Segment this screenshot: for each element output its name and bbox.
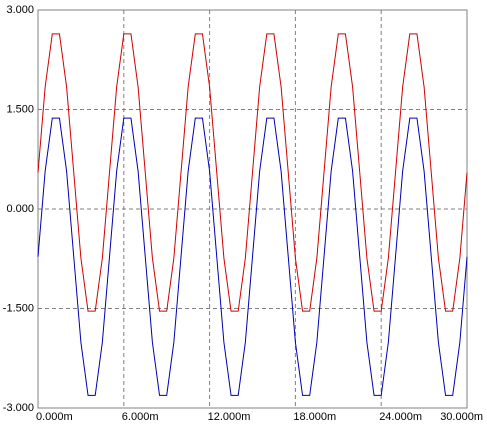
x-tick-label: 30.000m (440, 411, 483, 423)
y-tick-label: 0.000 (6, 203, 34, 215)
x-tick-label: 18.000m (293, 411, 336, 423)
series-line (37, 117, 468, 396)
series-line (37, 33, 468, 312)
y-tick-label: -3.000 (3, 402, 34, 414)
x-tick-label: 24.000m (379, 411, 422, 423)
y-tick-label: -1.500 (3, 302, 34, 314)
x-tick-label: 12.000m (208, 411, 251, 423)
y-tick-label: 1.500 (6, 103, 34, 115)
plot-border (37, 9, 468, 409)
x-tick-label: 0.000m (36, 411, 73, 423)
x-tick-label: 6.000m (122, 411, 159, 423)
y-tick-label: 3.000 (6, 4, 34, 16)
